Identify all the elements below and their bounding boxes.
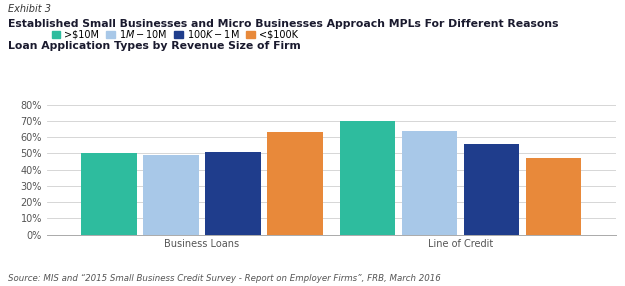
Bar: [205, 152, 261, 235]
Text: Loan Application Types by Revenue Size of Firm: Loan Application Types by Revenue Size o…: [8, 41, 300, 51]
Text: Source: MIS and “2015 Small Business Credit Survey - Report on Employer Firms”, : Source: MIS and “2015 Small Business Cre…: [8, 274, 440, 283]
Legend: >$10M, $1M-$10M, $100K-$1M, <$100K: >$10M, $1M-$10M, $100K-$1M, <$100K: [52, 28, 298, 40]
Text: Exhibit 3: Exhibit 3: [8, 4, 51, 14]
Bar: [267, 132, 323, 235]
Bar: [143, 155, 199, 235]
Text: Established Small Businesses and Micro Businesses Approach MPLs For Different Re: Established Small Businesses and Micro B…: [8, 19, 558, 29]
Bar: [81, 153, 137, 235]
Bar: [526, 158, 581, 235]
Bar: [402, 130, 458, 235]
Bar: [464, 144, 519, 235]
Bar: [339, 121, 396, 235]
